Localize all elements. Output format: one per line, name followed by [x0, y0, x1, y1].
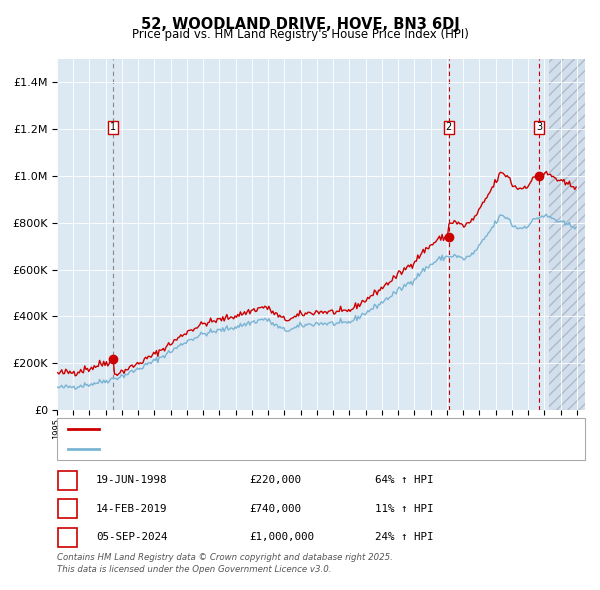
Text: £220,000: £220,000 [249, 476, 301, 486]
Text: HPI: Average price, detached house, Brighton and Hove: HPI: Average price, detached house, Brig… [105, 444, 383, 454]
Text: Price paid vs. HM Land Registry's House Price Index (HPI): Price paid vs. HM Land Registry's House … [131, 28, 469, 41]
Text: 1: 1 [110, 123, 116, 132]
Text: 3: 3 [536, 123, 542, 132]
Text: 1: 1 [64, 476, 71, 486]
Bar [549, 59, 585, 410]
Text: 52, WOODLAND DRIVE, HOVE, BN3 6DJ: 52, WOODLAND DRIVE, HOVE, BN3 6DJ [140, 17, 460, 31]
Text: 52, WOODLAND DRIVE, HOVE, BN3 6DJ (detached house): 52, WOODLAND DRIVE, HOVE, BN3 6DJ (detac… [105, 424, 391, 434]
Bar [549, 59, 585, 410]
Text: £1,000,000: £1,000,000 [249, 532, 314, 542]
Text: 05-SEP-2024: 05-SEP-2024 [96, 532, 167, 542]
Text: 2: 2 [64, 504, 71, 514]
Text: £740,000: £740,000 [249, 504, 301, 514]
Text: 2: 2 [446, 123, 452, 132]
Text: 64% ↑ HPI: 64% ↑ HPI [375, 476, 433, 486]
Text: 14-FEB-2019: 14-FEB-2019 [96, 504, 167, 514]
Text: 19-JUN-1998: 19-JUN-1998 [96, 476, 167, 486]
Text: 3: 3 [64, 532, 71, 542]
Text: 11% ↑ HPI: 11% ↑ HPI [375, 504, 433, 514]
Text: 24% ↑ HPI: 24% ↑ HPI [375, 532, 433, 542]
Text: Contains HM Land Registry data © Crown copyright and database right 2025.
This d: Contains HM Land Registry data © Crown c… [57, 553, 393, 573]
